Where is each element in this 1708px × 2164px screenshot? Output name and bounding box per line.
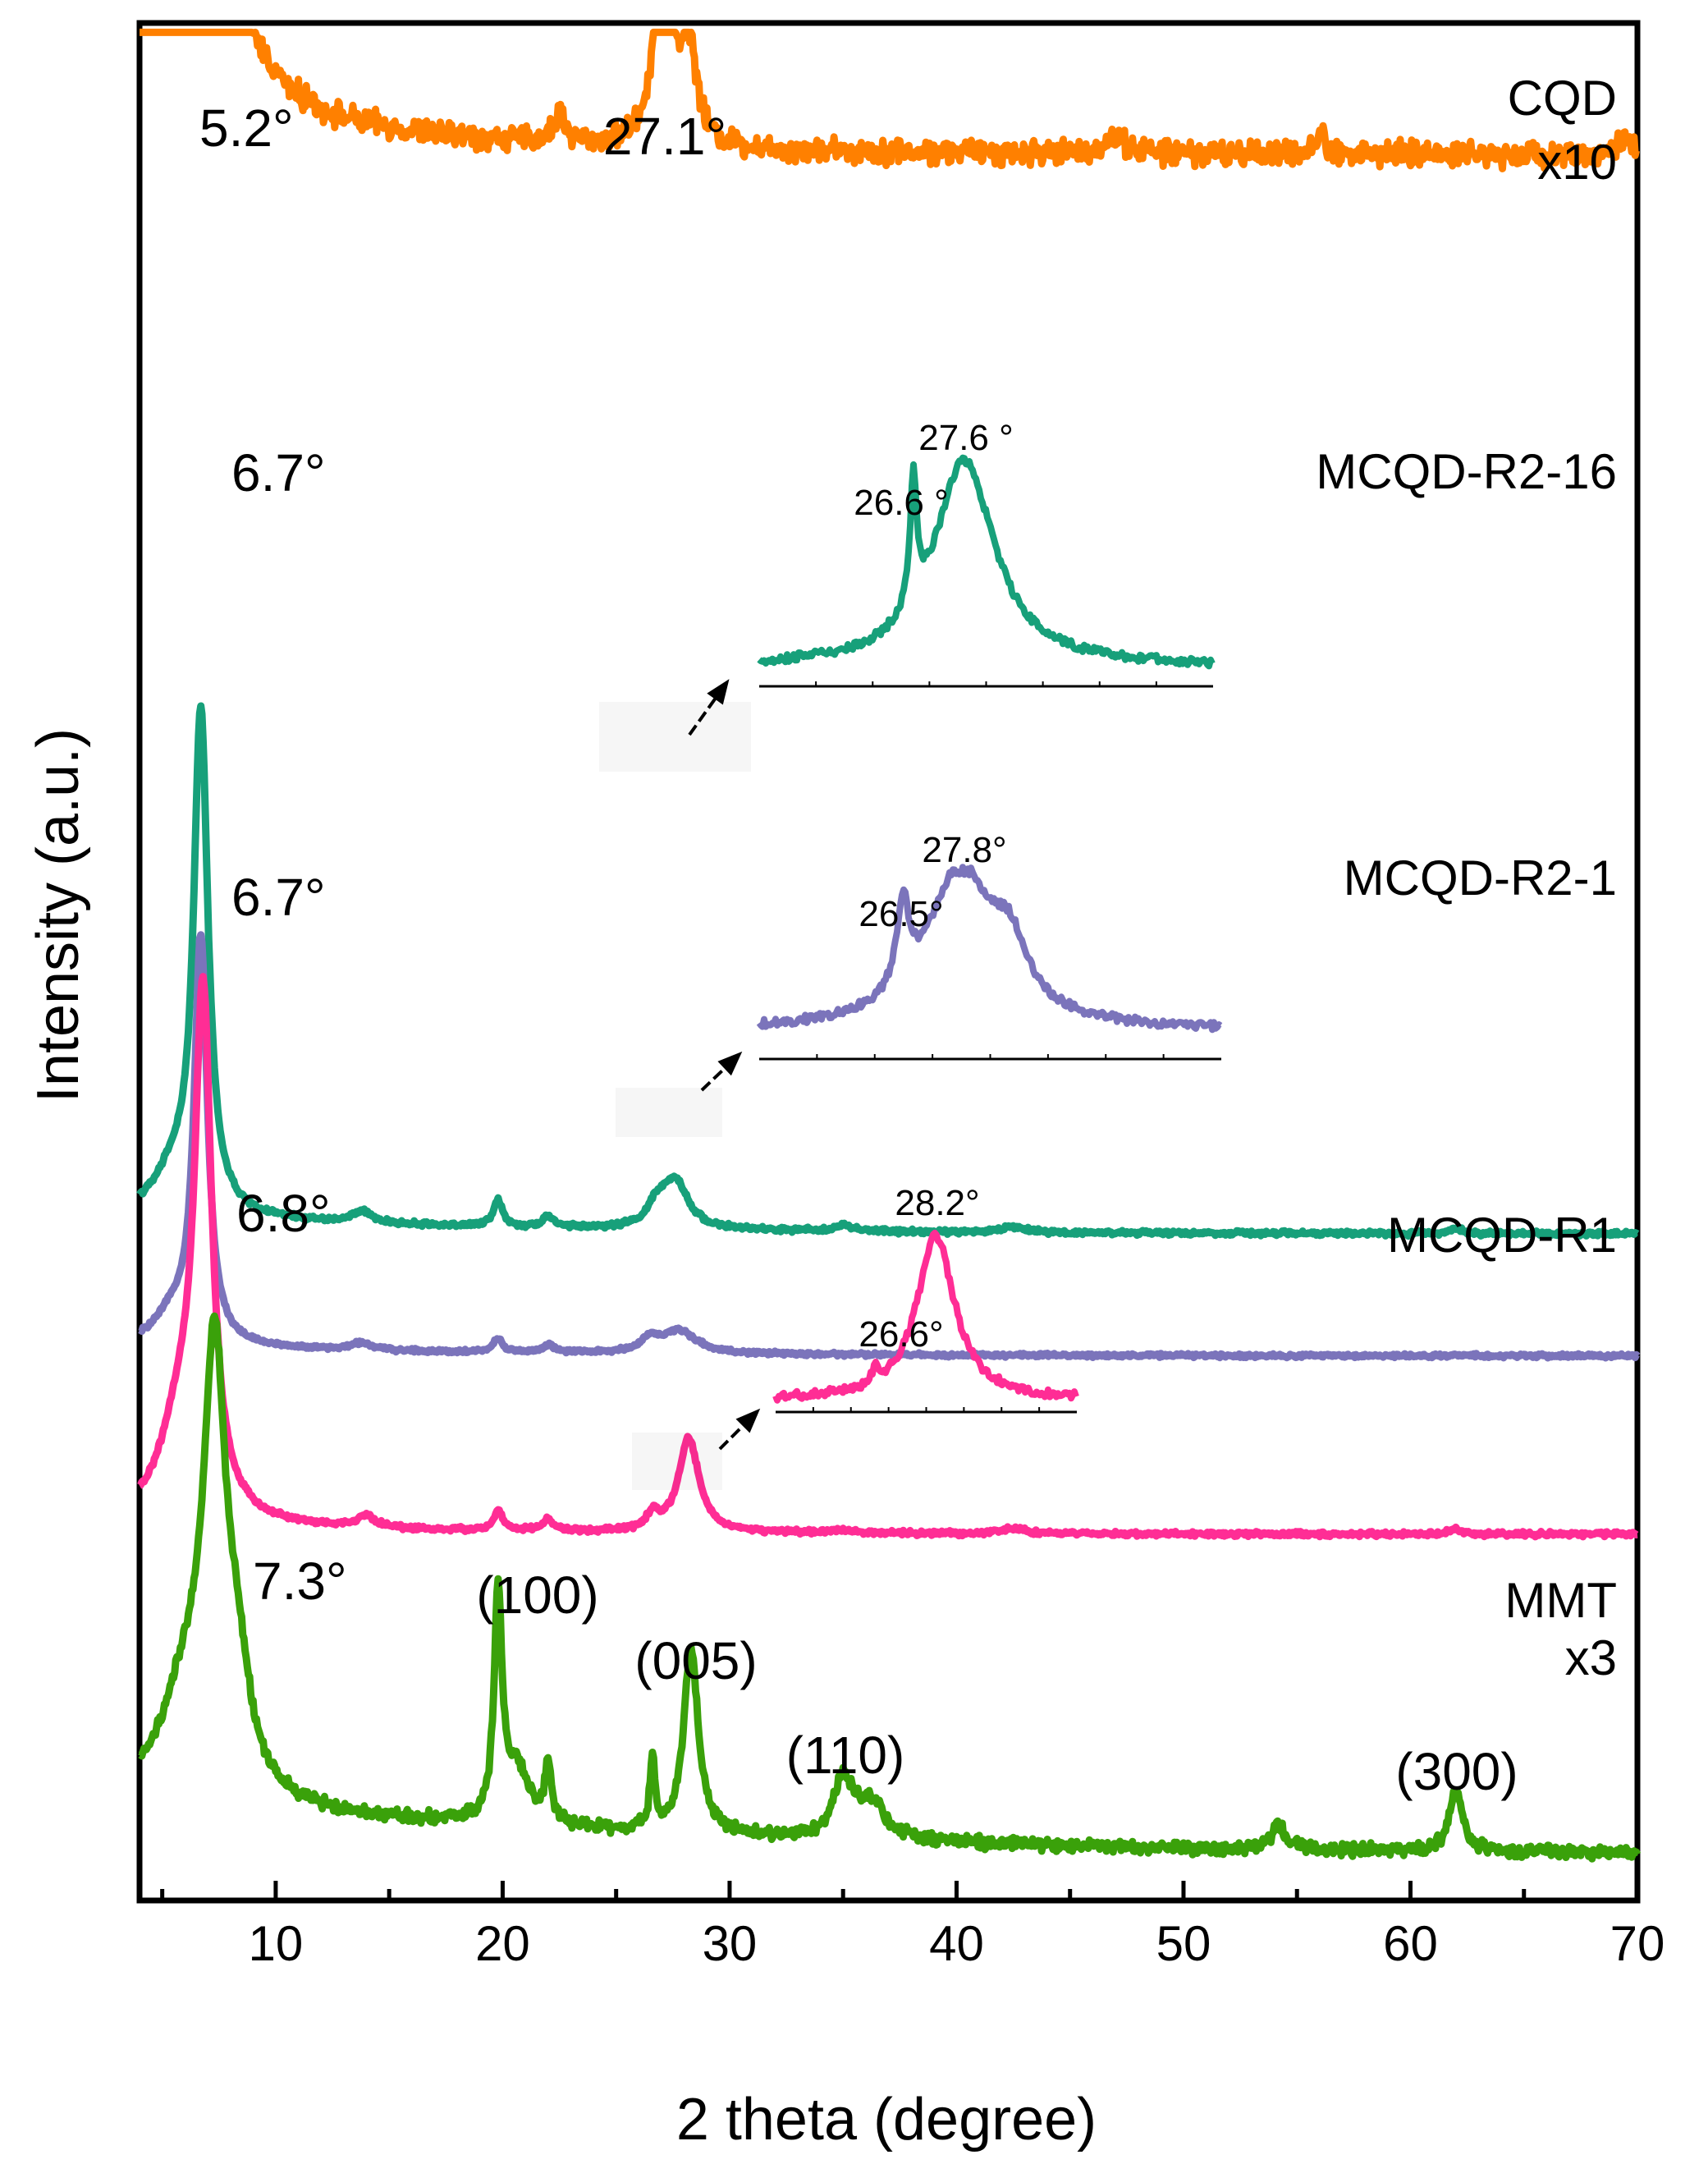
series-line-mcqd-r2-1 [136,931,1641,1362]
inset-line-mcqd-r1 [772,1229,1079,1404]
x-axis-label: 2 theta (degree) [676,2087,1097,2153]
inset-line-mcqd-r2-16 [757,454,1216,670]
x-tick-label-60: 60 [1383,1916,1438,1971]
inset-region-highlight-mcqd-r2-16 [599,702,751,772]
x-tick-label-10: 10 [249,1916,304,1971]
peak-annotation-mmt-1: (100) [476,1566,598,1625]
inset-peak-label-mcqd-r2-1-0: 26.5° [859,894,943,934]
series-label-mcqd-r2-16: MCQD-R2-16 [1316,444,1617,499]
x-tick-label-50: 50 [1156,1916,1211,1971]
peak-annotation-mmt-4: (300) [1395,1742,1518,1801]
series-line-mmt [136,1312,1642,1863]
inset-arrowhead-mcqd-r2-1 [717,1051,743,1076]
plot-frame [136,20,1641,1904]
peak-annotation-mmt-2: (005) [634,1631,757,1690]
series-line-cqd [136,28,1641,172]
series-label-cqd: CQD [1508,71,1617,126]
series-label-mcqd-r1: MCQD-R1 [1387,1208,1617,1263]
inset-peak-label-mcqd-r2-16-0: 26.6 ° [854,483,948,523]
scale-label-cqd: x10 [1537,135,1617,190]
peak-annotation-mmt-0: 7.3° [253,1552,347,1611]
peak-annotation-cqd-0: 5.2° [199,99,294,158]
series-line-mcqd-r2-16 [136,702,1641,1240]
x-tick-label-30: 30 [703,1916,758,1971]
series-line-mcqd-r1 [136,973,1641,1541]
insets-group: 26.6 ° 27.6 ° 26.5° 27.8° 26.6° 28.2° [599,418,1223,1490]
peak-annotation-mcqd-r1-0: 6.8° [236,1184,331,1243]
inset-peak-label-mcqd-r2-1-1: 27.8° [922,830,1006,870]
inset-region-highlight-mcqd-r1 [632,1433,722,1490]
x-tick-label-70: 70 [1610,1916,1665,1971]
series-group [136,28,1642,1863]
inset-peak-label-mcqd-r1-0: 26.6° [859,1314,943,1355]
series-labels: CQD x10 5.2° 27.1° MCQD-R2-16 6.7° MCQD-R2-1 6.… [199,71,1617,1801]
x-tick-label-40: 40 [929,1916,984,1971]
x-tick-label-20: 20 [475,1916,530,1971]
inset-peak-label-mcqd-r1-1: 28.2° [895,1183,979,1223]
inset-line-mcqd-r2-1 [756,864,1223,1034]
inset-region-highlight-mcqd-r2-1 [616,1088,722,1137]
peak-annotation-mmt-3: (110) [786,1726,905,1785]
peak-annotation-mcqd-r2-16-0: 6.7° [231,443,326,502]
scale-label-mmt: x3 [1565,1630,1617,1685]
x-axis-ticks: 10 20 30 40 50 60 70 [160,1881,1665,1971]
inset-arrowhead-mcqd-r1 [735,1408,761,1433]
peak-annotation-cqd-1: 27.1° [603,107,726,166]
inset-arrowhead-mcqd-r2-16 [707,679,730,705]
series-label-mmt: MMT [1504,1573,1617,1628]
series-label-mcqd-r2-1: MCQD-R2-1 [1344,850,1617,905]
y-axis-label: Intensity (a.u.) [25,728,91,1103]
inset-peak-label-mcqd-r2-16-1: 27.6 ° [918,418,1013,458]
peak-annotation-mcqd-r2-1-0: 6.7° [231,868,326,927]
